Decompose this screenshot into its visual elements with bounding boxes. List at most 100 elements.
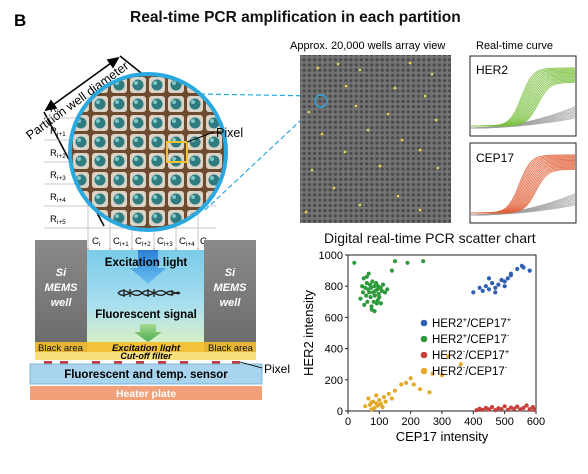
positive-well-dot [434,118,438,122]
well-highlight [115,100,119,104]
well-highlight [115,157,119,161]
scatter-point [369,285,374,290]
mems-right-2: MEMS [214,282,248,294]
column-label: Ci+1 [113,236,129,248]
x-tick-label: 500 [495,416,513,428]
well-core [75,155,87,167]
well-core [94,117,106,129]
legend-entry: HER2+/CEP17+ [432,315,512,330]
x-tick-label: 100 [370,416,388,428]
scatter-point [421,259,426,264]
well-highlight [115,138,119,142]
positive-well-dot [423,94,427,98]
scatter-point [403,380,409,385]
signal-arrow [134,324,162,342]
scatter-point [385,287,390,292]
well-core [151,155,163,167]
positive-well-dot [320,132,324,136]
well-core [132,212,144,224]
scatter-point [370,279,375,284]
well-core [151,98,163,110]
well-pixels [73,77,241,237]
well-highlight [153,119,157,123]
x-tick-label: 0 [345,416,351,428]
scatter-point [505,407,510,412]
well-highlight [191,157,195,161]
scatter-point [508,273,513,278]
black-area-left-label: Black area [38,343,84,354]
well-highlight [153,138,157,142]
well-core [113,136,125,148]
positive-well-dot [436,166,440,170]
well-highlight [191,81,195,85]
positive-well-dot [366,128,370,132]
well-core [189,136,201,148]
positive-well-dot [396,194,400,198]
scatter-point [499,277,504,283]
scatter-point [515,266,520,272]
scatter-point [439,373,445,378]
panel-label: B [14,11,26,30]
well-highlight [96,176,100,180]
row-label: Ri+4 [50,192,66,204]
well-highlight [172,233,176,237]
filter-label-2: Cut-off filter [120,351,172,361]
well-core [208,79,220,91]
positive-well-dot [418,148,422,152]
scatter-point [527,268,532,273]
scatter-point [389,268,394,273]
legend-entry: HER2-/CEP17+ [432,347,510,362]
pixel-side-label: Pixel [264,362,290,376]
scatter-point [502,279,507,284]
well-core [113,155,125,167]
legend-marker [420,335,428,343]
well-highlight [172,100,176,104]
well-highlight [153,81,157,85]
scatter-point [374,281,379,286]
well-highlight [115,214,119,218]
well-core [189,155,201,167]
y-tick-label: 800 [325,281,343,293]
scatter-point [477,285,482,290]
well-highlight [172,81,176,85]
realtime-caption: Real-time curve [476,40,553,52]
well-highlight [115,176,119,180]
heater-label: Heater plate [116,388,176,400]
well-core [170,193,182,205]
well-highlight [134,119,138,123]
well-highlight [134,195,138,199]
scatter-point [372,293,377,298]
well-core [94,136,106,148]
well-highlight [172,119,176,123]
well-core [132,98,144,110]
mems-right-3: well [220,297,242,309]
scatter-point [372,405,377,410]
black-area-left-band [35,342,87,352]
well-core [228,213,239,224]
well-core [189,98,201,110]
scatter-point [362,302,367,307]
positive-well-dot [358,203,362,207]
well-core [208,212,220,224]
array-view-caption: Approx. 20,000 wells array view [290,40,445,52]
scatter-point [366,396,371,401]
well-core [132,117,144,129]
excitation-label: Excitation light [105,257,188,269]
scatter-point [471,290,476,295]
well-core [132,174,144,186]
scatter-point [527,407,532,412]
scatter-point [375,298,380,303]
positive-well-dot [336,62,340,66]
well-highlight [77,214,81,218]
scatter-point [389,396,394,401]
magnifier-lens [72,76,224,228]
well-core [189,193,201,205]
scatter-point [486,276,492,281]
mems-left-3: well [51,297,73,309]
well-pixel [225,191,241,207]
legend-entry: HER2-/CEP17- [432,363,508,378]
cutoff-filter-layer [35,352,256,360]
row-label: Ri+5 [50,214,66,226]
scatter-point [352,260,357,265]
